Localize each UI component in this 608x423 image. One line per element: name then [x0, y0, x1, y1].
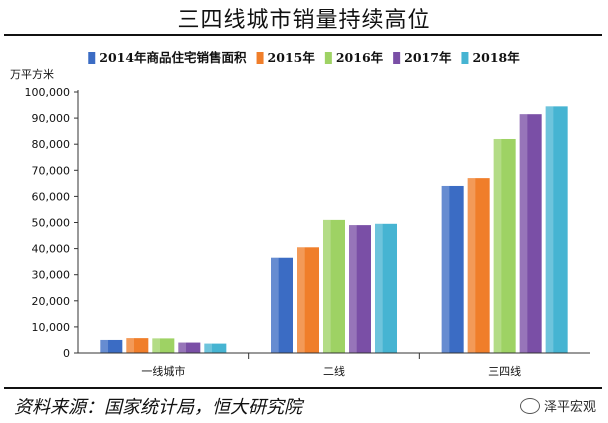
x-category-label: 一线城市: [141, 364, 185, 378]
legend-item: 2018年: [461, 50, 520, 65]
bar-highlight: [349, 225, 357, 353]
bar-fill: [519, 114, 542, 353]
bar-highlight: [493, 138, 502, 353]
bar-fill: [204, 343, 227, 353]
bar-fill: [467, 178, 490, 353]
y-tick-label: 90,000: [32, 112, 71, 125]
y-tick-label: 80,000: [32, 138, 71, 151]
y-tick-label: 20,000: [32, 295, 71, 308]
bar: [126, 338, 149, 353]
source-note: 资料来源：国家统计局，恒大研究院: [14, 397, 302, 418]
bar: [467, 178, 490, 353]
bar-highlight: [204, 343, 213, 353]
legend-label: 2018年: [472, 50, 520, 65]
bar-highlight: [297, 247, 305, 353]
footer-divider: [4, 387, 602, 389]
bar-fill: [349, 225, 371, 353]
bar-highlight: [100, 339, 109, 353]
legend-swatch: [324, 52, 332, 64]
y-tick-label: 40,000: [32, 243, 71, 256]
page-title: 三四线城市销量持续高位: [177, 8, 431, 33]
y-tick-label: 100,000: [25, 86, 71, 99]
title-divider: [4, 34, 602, 36]
legend-item: 2014年商品住宅销售面积: [88, 50, 247, 65]
legend-swatch: [393, 52, 401, 64]
bar: [297, 247, 319, 353]
bar-fill: [271, 257, 293, 353]
bar-highlight: [441, 185, 450, 353]
bar: [441, 185, 464, 353]
bar-fill: [493, 138, 516, 353]
wechat-icon: [519, 397, 540, 414]
x-category-label: 三四线: [488, 364, 521, 378]
legend-label: 2016年: [336, 50, 384, 65]
legend-item: 2015年: [256, 50, 316, 65]
bar-fill: [545, 106, 568, 353]
bar: [545, 106, 568, 353]
y-tick-label: 10,000: [32, 321, 71, 334]
watermark-text: 泽平宏观: [543, 400, 596, 415]
bar: [375, 223, 397, 353]
bar-fill: [375, 223, 397, 353]
legend-swatch: [88, 52, 96, 64]
bar-fill: [178, 342, 201, 353]
bar: [178, 342, 201, 353]
bar: [271, 257, 293, 353]
y-tick-label: 30,000: [32, 269, 71, 282]
bar-highlight: [519, 114, 528, 353]
bar-fill: [126, 338, 149, 353]
bar-fill: [323, 219, 345, 353]
bar-highlight: [323, 219, 331, 353]
x-category-label: 二线: [323, 364, 345, 378]
legend-swatch: [461, 52, 469, 64]
bar-highlight: [152, 338, 161, 353]
y-axis-label: 万平方米: [10, 67, 54, 81]
legend-label: 2017年: [404, 50, 452, 65]
bar: [152, 338, 175, 353]
bar: [519, 114, 542, 353]
bar: [349, 225, 371, 353]
legend-swatch: [256, 52, 264, 64]
bar-fill: [441, 185, 464, 353]
legend: 2014年商品住宅销售面积 2015年 2016年 2017年 2018年: [88, 50, 520, 65]
bar: [100, 339, 123, 353]
legend-item: 2017年: [393, 50, 452, 65]
watermark: 泽平宏观: [519, 396, 596, 415]
bar: [493, 138, 516, 353]
bar: [323, 219, 345, 353]
y-tick-label: 50,000: [32, 217, 71, 230]
legend-item: 2016年: [324, 50, 384, 65]
bar-fill: [152, 338, 175, 353]
axes: [77, 90, 590, 359]
legend-label: 2015年: [268, 50, 316, 65]
y-tick-label: 0: [63, 347, 70, 360]
bar-fill: [100, 339, 123, 353]
bar-highlight: [271, 257, 279, 353]
bar-highlight: [545, 106, 554, 353]
x-axis-categories: 一线城市 二线 三四线: [141, 364, 521, 378]
bar-highlight: [467, 178, 476, 353]
bar: [204, 343, 227, 353]
y-tick-label: 70,000: [32, 164, 71, 177]
bar-fill: [297, 247, 319, 353]
y-axis-ticks: 0 10,000 20,000 30,000 40,000 50,000 60,000 70,…: [25, 86, 78, 360]
y-tick-label: 60,000: [32, 190, 71, 203]
bars: [100, 106, 568, 353]
bar-highlight: [178, 342, 187, 353]
legend-label: 2014年商品住宅销售面积: [99, 50, 247, 65]
bar-highlight: [126, 338, 135, 353]
bar-highlight: [375, 223, 383, 353]
